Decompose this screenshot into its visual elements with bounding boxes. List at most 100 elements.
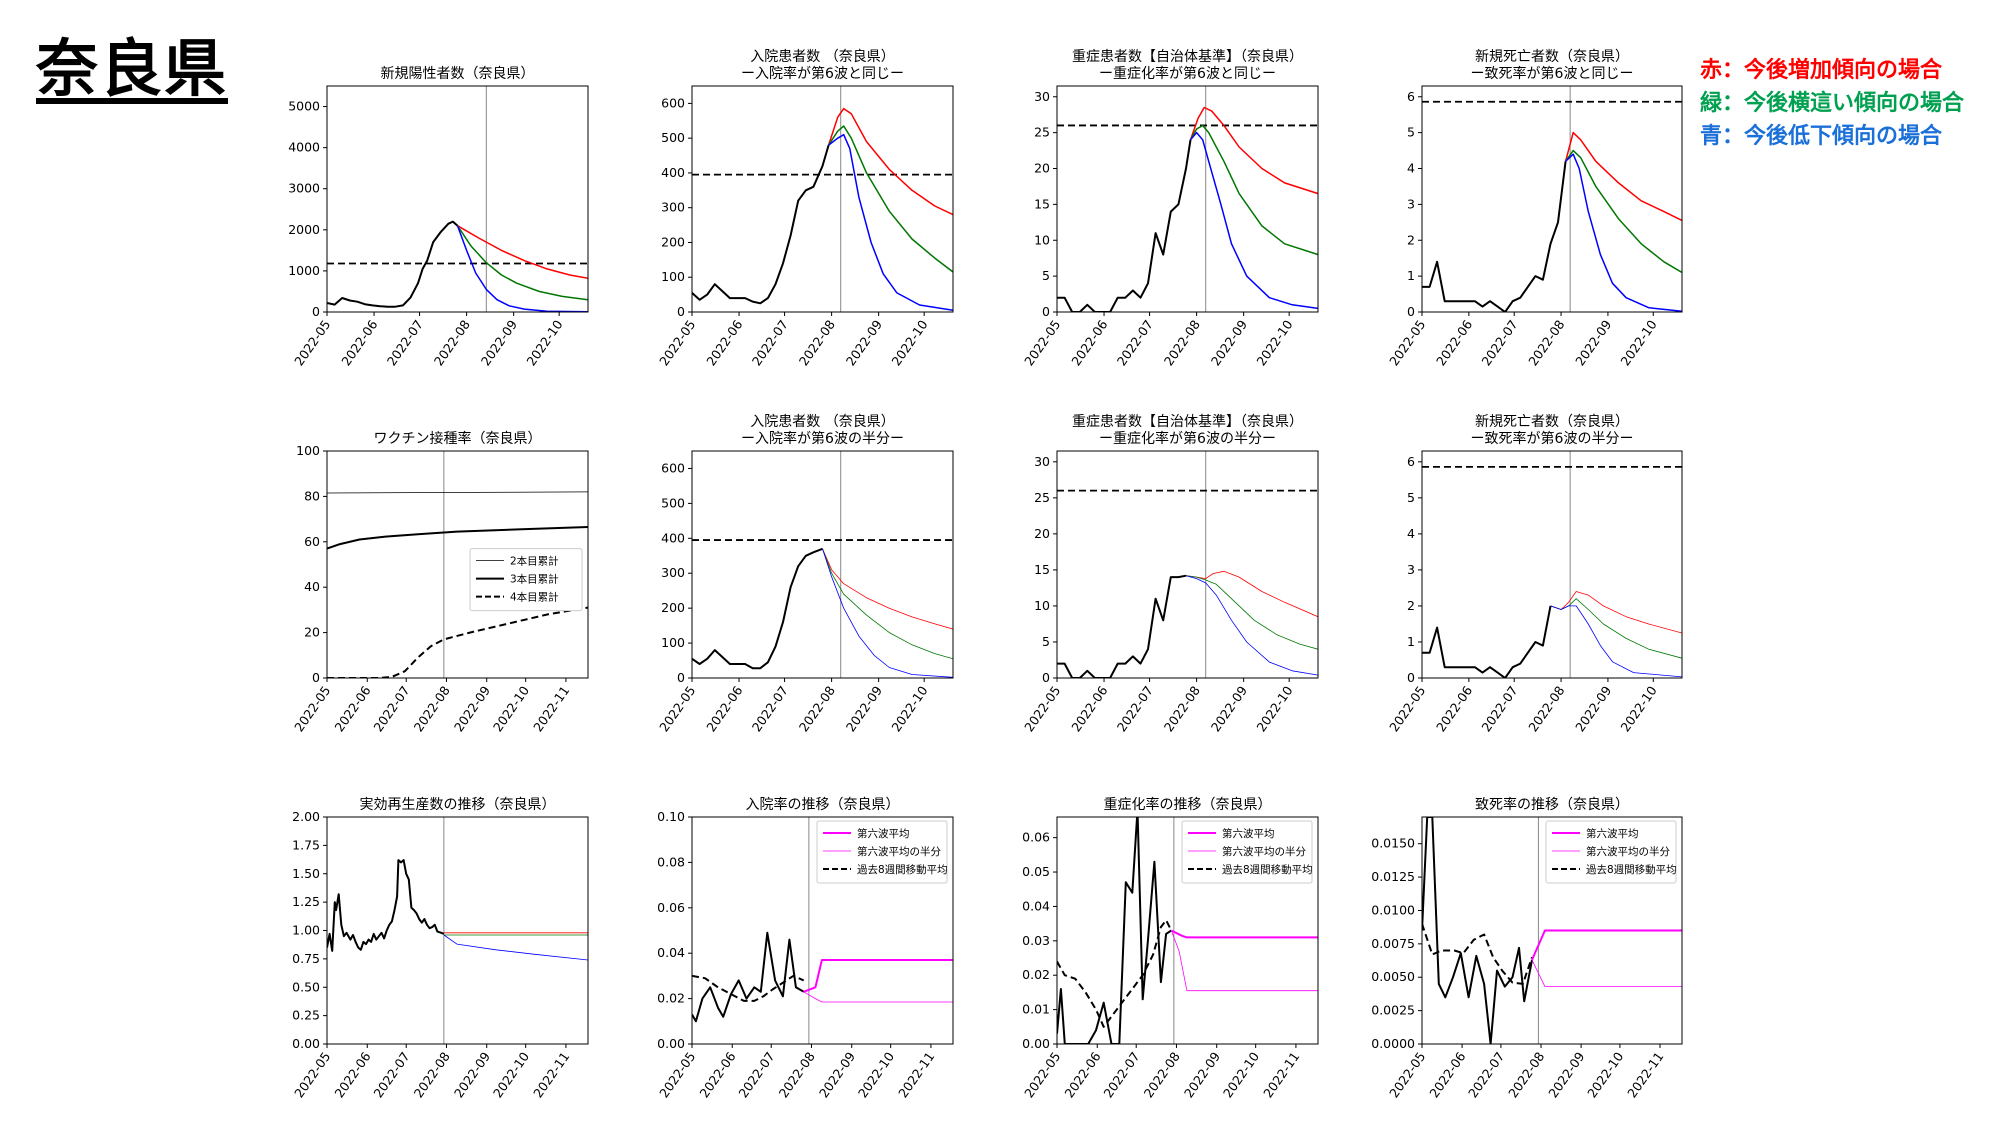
legend-label: 3本目累計 — [510, 573, 559, 586]
x-tick-label: 2022-05 — [291, 317, 333, 368]
series-group — [1057, 570, 1318, 678]
plot-frame — [691, 450, 954, 679]
series-group — [327, 220, 588, 312]
x-tick-label: 2022-08 — [796, 683, 838, 734]
y-tick-label: 20 — [304, 625, 320, 640]
chart-title: 入院患者数 （奈良県） — [750, 49, 894, 65]
chart-title: ー重症化率が第6波と同じー — [1099, 65, 1276, 82]
series-green-line — [1189, 124, 1318, 256]
x-tick-label: 2022-09 — [451, 683, 493, 734]
legend-label: 過去8週間移動平均 — [1586, 863, 1677, 876]
x-tick-label: 2022-05 — [1386, 1049, 1428, 1100]
y-tick-label: 500 — [661, 495, 685, 510]
series-magenta-line — [1170, 929, 1318, 939]
chart-c12: 致死率の推移（奈良県） 0.0000 0.0025 0.0050 0.0075 0.010… — [1371, 796, 1683, 1101]
y-tick-label: 80 — [304, 488, 320, 503]
y-tick-label: 0.50 — [292, 979, 320, 994]
x-tick-label: 2022-09 — [1545, 1049, 1587, 1100]
y-tick-label: 2 — [1407, 232, 1415, 247]
x-tick-label: 2022-08 — [1141, 1049, 1183, 1100]
x-tick-label: 2022-09 — [843, 317, 885, 368]
y-tick-label: 5000 — [288, 99, 320, 114]
chart-title: 新規死亡者数（奈良県） — [1475, 414, 1629, 430]
legend-label: 2本目累計 — [510, 555, 559, 568]
y-tick-label: 2.00 — [292, 809, 320, 824]
x-tick-label: 2022-08 — [796, 317, 838, 368]
x-tick-label: 2022-06 — [703, 317, 745, 368]
y-tick-label: 0 — [677, 670, 685, 685]
x-tick-label: 2022-06 — [331, 1049, 373, 1100]
y-tick-label: 4000 — [288, 140, 320, 155]
x-tick-label: 2022-05 — [656, 683, 698, 734]
chart-title: ー入院率が第6波と同じー — [741, 65, 904, 82]
x-tick-label: 2022-07 — [1478, 683, 1520, 734]
legend-label: 第六波平均 — [1586, 827, 1639, 840]
series-blue-line — [822, 548, 953, 678]
y-tick-label: 0.08 — [657, 854, 685, 869]
y-tick-label: 0 — [312, 304, 320, 319]
y-tick-label: 5 — [1407, 125, 1415, 140]
y-tick-label: 25 — [1034, 490, 1050, 505]
x-tick-label: 2022-10 — [523, 317, 565, 368]
x-tick-label: 2022-10 — [888, 317, 930, 368]
y-tick-label: 20 — [1034, 161, 1050, 176]
series-black-line — [1057, 817, 1172, 1044]
x-tick-label: 2022-06 — [1068, 317, 1110, 368]
y-tick-label: 400 — [661, 530, 685, 545]
x-tick-label: 2022-09 — [1208, 683, 1250, 734]
chart-c11: 重症化率の推移（奈良県） 0.00 0.01 0.02 0.03 0.04 0.05 0.06… — [1021, 796, 1319, 1101]
x-tick-label: 2022-06 — [1061, 1049, 1103, 1100]
y-tick-label: 20 — [1034, 526, 1050, 541]
y-tick-label: 0 — [312, 670, 320, 685]
chart-c10: 入院率の推移（奈良県） 0.00 0.02 0.04 0.06 0.08 0.10 2022-… — [656, 796, 954, 1101]
y-tick-label: 1.75 — [292, 837, 320, 852]
y-tick-label: 1000 — [288, 263, 320, 278]
series-blue-line — [828, 133, 953, 312]
series-green-line — [1564, 149, 1682, 274]
series-red-line — [1185, 570, 1318, 618]
chart-c9: 実効再生産数の推移（奈良県） 0.00 0.25 0.50 0.75 1.00 1.25 1.… — [291, 797, 589, 1101]
plot-frame — [326, 816, 589, 1045]
x-tick-label: 2022-10 — [855, 1049, 897, 1100]
y-tick-label: 0.0100 — [1371, 902, 1415, 917]
legend-label: 4本目累計 — [510, 591, 559, 604]
x-tick-label: 2022-09 — [1208, 317, 1250, 368]
y-tick-label: 300 — [661, 565, 685, 580]
legend-label: 第六波平均の半分 — [1222, 845, 1306, 858]
plot-frame — [691, 816, 954, 1045]
chart-c3: 重症患者数【自治体基準】（奈良県）ー重症化率が第6波と同じー 0 5 10 15 20 25… — [1021, 48, 1319, 369]
series-blue-line — [1550, 605, 1682, 678]
series-green-line — [1185, 575, 1318, 650]
y-tick-label: 10 — [1034, 232, 1050, 247]
y-tick-label: 0.02 — [1022, 967, 1050, 982]
y-tick-label: 0.04 — [1022, 898, 1050, 913]
plot-frame — [1421, 816, 1683, 1045]
x-tick-label: 2022-05 — [656, 317, 698, 368]
x-tick-label: 2022-11 — [530, 683, 572, 734]
chart-title: 致死率の推移（奈良県） — [1475, 796, 1629, 813]
series-blue-line — [1565, 153, 1682, 312]
series-black-line — [1057, 574, 1187, 678]
y-tick-label: 0.02 — [657, 991, 685, 1006]
series-group — [1057, 106, 1318, 312]
x-tick-label: 2022-09 — [478, 317, 520, 368]
series-black-line — [1057, 139, 1192, 312]
series-red-line — [1564, 131, 1682, 222]
legend-red-text: 赤：今後増加傾向の場合 — [1700, 58, 1943, 83]
x-tick-label: 2022-10 — [888, 683, 930, 734]
legend-label: 第六波平均 — [857, 827, 910, 840]
series-black-line — [327, 526, 588, 550]
chart-c7: 重症患者数【自治体基準】（奈良県）ー重症化率が第6波の半分ー 0 5 10 15 20 25… — [1021, 413, 1319, 735]
y-tick-label: 0.06 — [1022, 830, 1050, 845]
y-tick-label: 1.50 — [292, 866, 320, 881]
series-black-line — [1057, 919, 1173, 1028]
series-black-line — [327, 491, 588, 494]
series-black-line — [327, 859, 445, 952]
plot-frame — [1056, 450, 1319, 679]
y-tick-label: 4 — [1407, 526, 1415, 541]
series-red-line — [1189, 106, 1318, 195]
x-tick-label: 2022-10 — [1253, 317, 1295, 368]
chart-title: ー重症化率が第6波の半分ー — [1099, 430, 1276, 447]
